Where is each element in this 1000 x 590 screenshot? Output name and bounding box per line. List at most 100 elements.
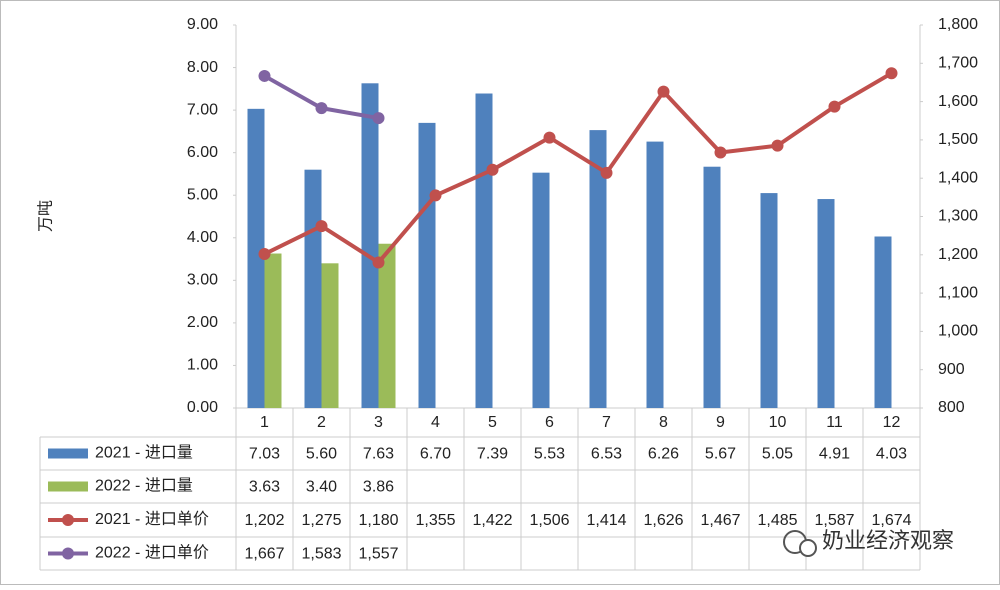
x-tick-label: 5 [488, 414, 497, 431]
bar [760, 193, 778, 408]
legend-marker [62, 547, 74, 560]
bar [378, 243, 396, 408]
legend-label: 2022 - 进口量 [95, 477, 193, 495]
bar [703, 166, 721, 408]
table-cell: 1,202 [244, 512, 284, 529]
bar [475, 93, 493, 409]
x-tick-label: 12 [883, 414, 901, 431]
y2-tick-label: 1,500 [938, 131, 978, 148]
line-marker [771, 139, 784, 152]
line-marker [372, 256, 385, 269]
line-marker [885, 67, 898, 80]
y2-tick-label: 800 [938, 399, 965, 416]
table-cell: 1,626 [643, 512, 683, 529]
y-tick-label: 3.00 [187, 272, 218, 289]
x-tick-label: 6 [545, 414, 554, 431]
line-marker [714, 146, 727, 159]
table-cell: 3.86 [363, 479, 394, 496]
bar [874, 236, 892, 408]
y-axis-label: 万吨 [36, 200, 55, 232]
y-tick-label: 2.00 [187, 314, 218, 331]
y-tick-label: 6.00 [187, 144, 218, 161]
y2-tick-label: 900 [938, 361, 965, 378]
table-cell: 5.67 [705, 446, 736, 463]
y2-tick-label: 1,300 [938, 208, 978, 225]
legend-label: 2022 - 进口单价 [95, 544, 209, 562]
table-cell: 4.91 [819, 446, 850, 463]
line-marker [429, 189, 442, 202]
x-tick-label: 1 [260, 414, 269, 431]
bar [817, 199, 835, 408]
y-tick-label: 1.00 [187, 357, 218, 374]
table-cell: 6.53 [591, 446, 622, 463]
line-marker [258, 69, 271, 82]
x-tick-label: 3 [374, 414, 383, 431]
table-cell: 1,674 [871, 512, 911, 529]
bar [589, 130, 607, 408]
watermark: 奶业经济观察 [822, 528, 954, 553]
line-marker [372, 112, 385, 125]
y2-tick-label: 1,600 [938, 93, 978, 110]
table-cell: 1,557 [358, 546, 398, 563]
x-tick-label: 8 [659, 414, 668, 431]
table-cell: 5.05 [762, 446, 793, 463]
x-tick-label: 4 [431, 414, 440, 431]
y2-tick-label: 1,100 [938, 284, 978, 301]
line-marker [486, 163, 499, 176]
table-cell: 5.60 [306, 446, 337, 463]
table-cell: 1,467 [700, 512, 740, 529]
x-tick-label: 11 [826, 414, 843, 431]
bar [418, 122, 436, 408]
table-cell: 7.39 [477, 446, 508, 463]
x-tick-label: 7 [602, 414, 611, 431]
table-cell: 1,583 [301, 546, 341, 563]
legend-swatch [48, 481, 88, 492]
y-tick-label: 4.00 [187, 229, 218, 246]
bar [532, 172, 550, 408]
x-tick-label: 2 [317, 414, 326, 431]
table-cell: 6.70 [420, 446, 451, 463]
line-marker [258, 248, 271, 261]
bar [321, 263, 339, 408]
line-marker [315, 220, 328, 233]
table-cell: 1,355 [415, 512, 455, 529]
table-cell: 7.03 [249, 446, 280, 463]
table-cell: 3.40 [306, 479, 337, 496]
y2-tick-label: 1,400 [938, 169, 978, 186]
line-marker [543, 131, 556, 144]
table-cell: 1,180 [358, 512, 398, 529]
table-cell: 1,485 [757, 512, 797, 529]
y2-tick-label: 1,800 [938, 16, 978, 33]
table-cell: 4.03 [876, 446, 907, 463]
line-marker [828, 100, 841, 113]
y-tick-label: 8.00 [187, 59, 218, 76]
table-cell: 1,506 [529, 512, 569, 529]
legend-label: 2021 - 进口单价 [95, 510, 209, 528]
y-tick-label: 5.00 [187, 186, 218, 203]
bar [304, 169, 322, 408]
bar [247, 108, 265, 408]
x-tick-label: 10 [769, 414, 787, 431]
line-marker [315, 102, 328, 115]
legend-swatch [48, 448, 88, 459]
table-cell: 6.26 [648, 446, 679, 463]
y2-tick-label: 1,000 [938, 323, 978, 340]
table-cell: 1,414 [586, 512, 626, 529]
table-cell: 3.63 [249, 479, 280, 496]
legend-marker [62, 514, 74, 526]
y2-tick-label: 1,700 [938, 55, 978, 72]
line [263, 71, 893, 265]
bar [361, 83, 379, 408]
line-marker [657, 85, 670, 98]
y-tick-label: 0.00 [187, 399, 218, 416]
line-marker [600, 166, 613, 179]
table-cell: 5.53 [534, 446, 565, 463]
watermark-icon [783, 530, 817, 557]
bar [646, 141, 664, 408]
y2-tick-label: 1,200 [938, 246, 978, 263]
x-tick-label: 9 [716, 414, 725, 431]
table-cell: 1,422 [472, 512, 512, 529]
table-cell: 1,587 [814, 512, 854, 529]
